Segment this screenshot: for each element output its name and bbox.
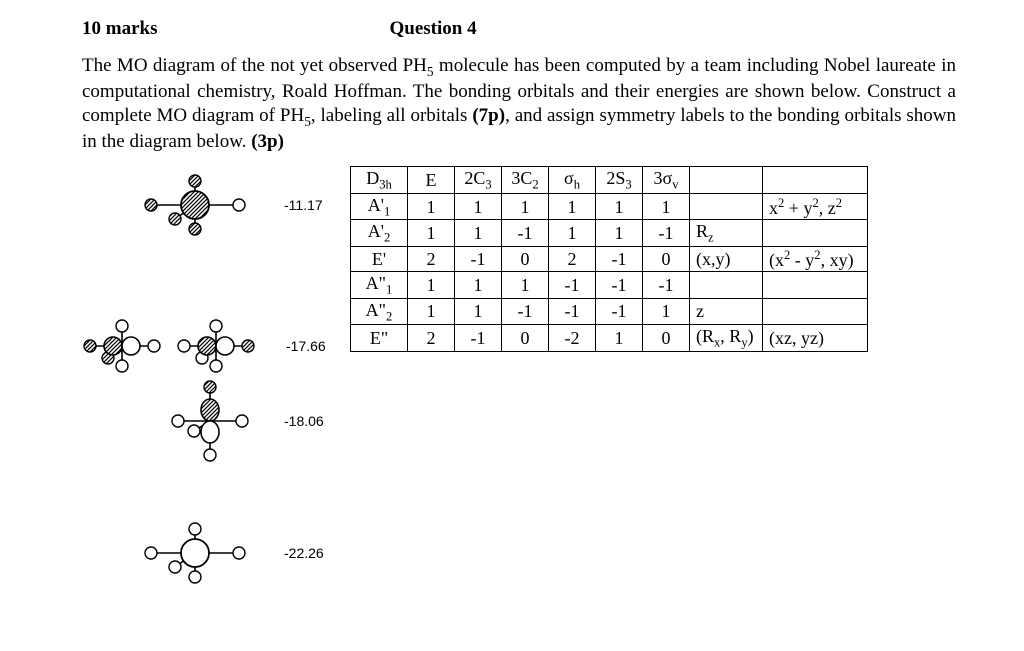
char-table-cell: (xz, yz) (763, 325, 868, 352)
char-table-cell (763, 272, 868, 299)
char-table-cell: -1 (455, 247, 502, 272)
char-table-cell (763, 298, 868, 325)
char-table-cell: 1 (408, 272, 455, 299)
orbital-energy: -11.17 (284, 197, 323, 213)
char-table-header: 2S3 (596, 167, 643, 194)
char-table-cell: -1 (549, 272, 596, 299)
orbital-energy: -22.26 (284, 545, 324, 561)
question-prompt: The MO diagram of the not yet observed P… (82, 54, 956, 154)
char-table-cell: 1 (502, 193, 549, 220)
char-table-cell: 1 (408, 193, 455, 220)
char-table-header: E (408, 167, 455, 194)
char-table-cell: -1 (549, 298, 596, 325)
orbital-energy: -18.06 (284, 413, 324, 429)
char-table-cell: (x2 - y2, xy) (763, 247, 868, 272)
char-table-cell: 0 (502, 247, 549, 272)
question-title: Question 4 (389, 18, 476, 40)
char-table-cell: 2 (408, 325, 455, 352)
orbital-energy: -17.66 (286, 338, 326, 354)
char-table-cell: 1 (455, 220, 502, 247)
orbital-row: -18.06 (150, 376, 324, 466)
char-table-cell: 0 (643, 247, 690, 272)
char-table-cell: 1 (643, 298, 690, 325)
char-table-header: 3C2 (502, 167, 549, 194)
char-table-cell (763, 220, 868, 247)
char-table-cell: 1 (455, 298, 502, 325)
char-table-cell: -1 (455, 325, 502, 352)
char-table-cell: 0 (643, 325, 690, 352)
char-table-cell: A'1 (351, 193, 408, 220)
char-table-cell: -1 (596, 247, 643, 272)
char-table-cell: 2 (549, 247, 596, 272)
char-table-cell: E' (351, 247, 408, 272)
char-table-cell: -1 (643, 220, 690, 247)
char-table-cell: -1 (502, 298, 549, 325)
char-table-cell: -2 (549, 325, 596, 352)
char-table-cell (690, 193, 763, 220)
char-table-header: 3σv (643, 167, 690, 194)
char-table-cell: 1 (643, 193, 690, 220)
char-table-cell: 1 (455, 272, 502, 299)
orbital-row: -11.17 (120, 174, 323, 236)
char-table-header (763, 167, 868, 194)
char-table-cell: 1 (549, 193, 596, 220)
char-table-cell: 1 (596, 325, 643, 352)
char-table-cell: A'2 (351, 220, 408, 247)
char-table-cell: 1 (596, 193, 643, 220)
char-table-cell: x2 + y2, z2 (763, 193, 868, 220)
char-table-cell: -1 (596, 272, 643, 299)
orbital-diagrams: -11.17 -17.66 -18.06 -22.26 (82, 166, 332, 606)
char-table-cell: 1 (549, 220, 596, 247)
char-table-cell: z (690, 298, 763, 325)
marks-label: 10 marks (82, 18, 157, 40)
char-table-cell: -1 (596, 298, 643, 325)
orbital-row: -22.26 (120, 522, 324, 584)
char-table-cell: Rz (690, 220, 763, 247)
char-table-cell: (Rx, Ry) (690, 325, 763, 352)
char-table-cell: A"2 (351, 298, 408, 325)
char-table-header: σh (549, 167, 596, 194)
char-table-cell: 1 (596, 220, 643, 247)
char-table-header (690, 167, 763, 194)
char-table-cell: A"1 (351, 272, 408, 299)
character-table: D3hE2C33C2σh2S33σvA'1111111x2 + y2, z2A'… (350, 166, 868, 352)
char-table-cell: 2 (408, 247, 455, 272)
char-table-cell (690, 272, 763, 299)
char-table-cell: 1 (408, 220, 455, 247)
char-table-cell: 1 (408, 298, 455, 325)
char-table-cell: -1 (643, 272, 690, 299)
char-table-cell: 1 (455, 193, 502, 220)
orbital-row: -17.66 (72, 318, 326, 374)
char-table-cell: E" (351, 325, 408, 352)
char-table-header: 2C3 (455, 167, 502, 194)
char-table-cell: -1 (502, 220, 549, 247)
char-table-cell: 0 (502, 325, 549, 352)
char-table-cell: (x,y) (690, 247, 763, 272)
char-table-cell: 1 (502, 272, 549, 299)
char-table-header: D3h (351, 167, 408, 194)
